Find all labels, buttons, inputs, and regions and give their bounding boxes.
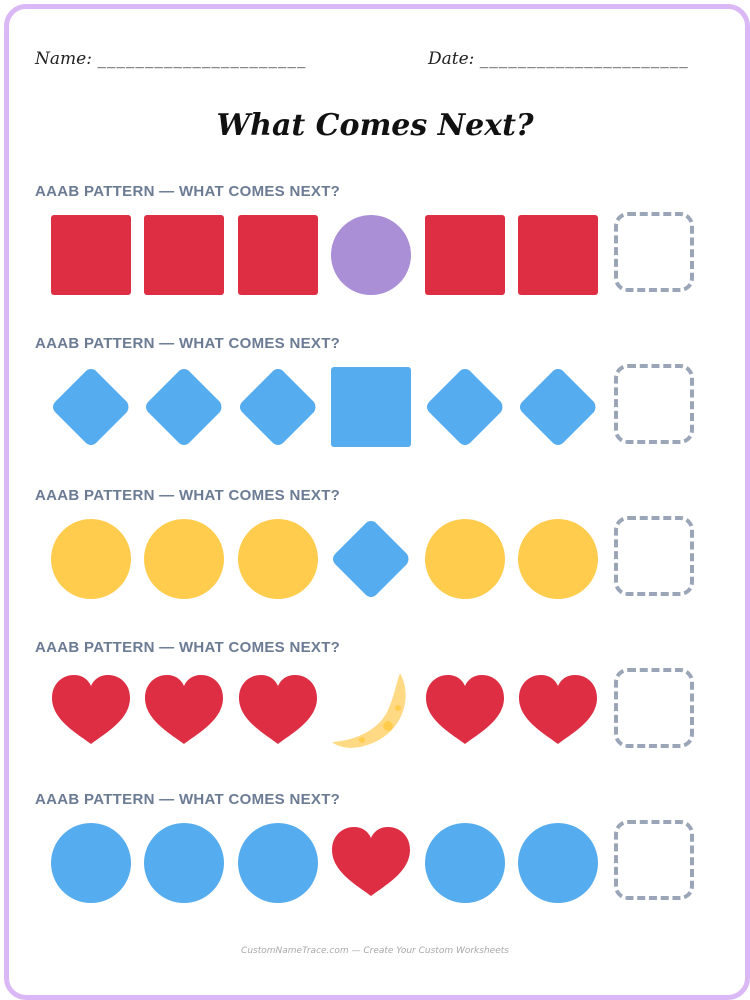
- blue-circle-shape: [143, 822, 225, 904]
- red-heart-shape: [143, 670, 225, 752]
- red-square-shape: [143, 214, 225, 296]
- blue-diamond-shape: [424, 366, 506, 448]
- blue-circle-shape: [50, 822, 132, 904]
- date-label: Date:: [428, 49, 475, 69]
- red-square-shape: [50, 214, 132, 296]
- red-square-shape: [517, 214, 599, 296]
- blue-diamond-shape: [517, 366, 599, 448]
- yellow-circle-shape: [50, 518, 132, 600]
- name-field[interactable]: Name: ______________________: [35, 49, 306, 69]
- red-heart-shape: [50, 670, 132, 752]
- purple-circle-shape: [330, 214, 412, 296]
- red-square-shape: [424, 214, 506, 296]
- blue-diamond-shape: [237, 366, 319, 448]
- footer-credit: CustomNameTrace.com — Create Your Custom…: [241, 946, 509, 956]
- answer-box[interactable]: [614, 364, 694, 444]
- pattern-row-label: AAAB PATTERN — WHAT COMES NEXT?: [35, 791, 341, 808]
- yellow-circle-shape: [517, 518, 599, 600]
- pattern-row-label: AAAB PATTERN — WHAT COMES NEXT?: [35, 183, 341, 200]
- blue-diamond-shape: [330, 518, 412, 600]
- crescent-moon-shape: [330, 670, 412, 752]
- name-label: Name:: [35, 49, 92, 69]
- pattern-row-label: AAAB PATTERN — WHAT COMES NEXT?: [35, 639, 341, 656]
- blue-circle-shape: [517, 822, 599, 904]
- red-heart-shape: [237, 670, 319, 752]
- blue-circle-shape: [237, 822, 319, 904]
- red-square-shape: [237, 214, 319, 296]
- yellow-circle-shape: [424, 518, 506, 600]
- answer-box[interactable]: [614, 212, 694, 292]
- answer-box[interactable]: [614, 668, 694, 748]
- answer-box[interactable]: [614, 820, 694, 900]
- yellow-circle-shape: [237, 518, 319, 600]
- red-heart-shape: [330, 822, 412, 904]
- red-heart-shape: [424, 670, 506, 752]
- date-line[interactable]: ______________________: [479, 49, 689, 69]
- red-heart-shape: [517, 670, 599, 752]
- yellow-circle-shape: [143, 518, 225, 600]
- pattern-row-label: AAAB PATTERN — WHAT COMES NEXT?: [35, 335, 341, 352]
- blue-diamond-shape: [143, 366, 225, 448]
- pattern-row-label: AAAB PATTERN — WHAT COMES NEXT?: [35, 487, 341, 504]
- blue-circle-shape: [424, 822, 506, 904]
- name-line[interactable]: ______________________: [97, 49, 307, 69]
- blue-diamond-shape: [50, 366, 132, 448]
- date-field[interactable]: Date: ______________________: [428, 49, 689, 69]
- page-title: What Comes Next?: [216, 108, 534, 143]
- answer-box[interactable]: [614, 516, 694, 596]
- blue-square-shape: [330, 366, 412, 448]
